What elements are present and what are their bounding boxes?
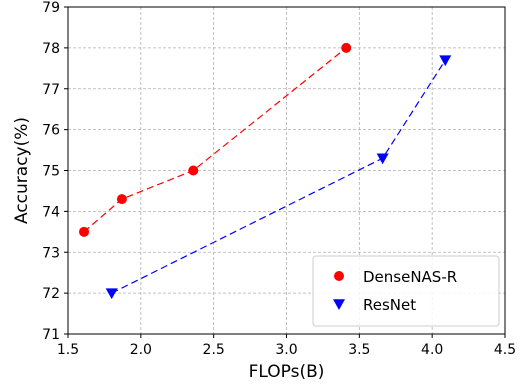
axis-ticks [64, 6, 506, 338]
x-tick-label: 3.5 [348, 342, 370, 358]
x-tick-label: 4.5 [494, 342, 516, 358]
y-tick-label: 73 [42, 245, 60, 261]
densenas-r-data-point [188, 165, 199, 176]
y-tick-label: 79 [42, 0, 60, 16]
x-tick-label: 4.0 [421, 342, 443, 358]
densenas-r-data-point [116, 194, 127, 205]
resnet-data-point [439, 55, 452, 67]
y-tick-labels: 71 72 73 74 75 76 77 78 79 [42, 0, 60, 343]
y-tick-label: 74 [42, 204, 60, 220]
legend-marker-densenas-r [334, 271, 344, 281]
legend-label-densenas-r: DenseNAS-R [363, 268, 457, 286]
resnet-data-point [376, 153, 389, 165]
y-tick-label: 78 [42, 41, 60, 57]
legend-label-resnet: ResNet [363, 296, 416, 314]
x-tick-label: 3.0 [275, 342, 297, 358]
densenas-r-data-point [341, 42, 352, 53]
densenas-r-series-line [83, 47, 347, 233]
densenas-r-data-point [79, 226, 90, 237]
x-tick-label: 2.0 [130, 342, 152, 358]
legend-marker-resnet [333, 299, 345, 310]
resnet-data-point [105, 288, 118, 300]
y-tick-label: 77 [42, 82, 60, 98]
y-tick-label: 75 [42, 164, 60, 180]
data-markers [79, 42, 452, 300]
x-tick-label: 2.5 [203, 342, 225, 358]
x-tick-labels: 1.5 2.0 2.5 3.0 3.5 4.0 4.5 [57, 342, 516, 358]
x-tick-label: 1.5 [57, 342, 79, 358]
legend-item-resnet: ResNet [333, 296, 416, 314]
legend-item-densenas-r: DenseNAS-R [334, 268, 457, 286]
legend: DenseNAS-R ResNet [312, 255, 500, 327]
y-axis-label: Accuracy(%) [12, 117, 32, 224]
x-axis-label: FLOPs(B) [249, 362, 325, 382]
y-tick-label: 71 [42, 327, 60, 343]
legend-box [312, 255, 500, 327]
y-tick-label: 72 [42, 286, 60, 302]
y-tick-label: 76 [42, 123, 60, 139]
